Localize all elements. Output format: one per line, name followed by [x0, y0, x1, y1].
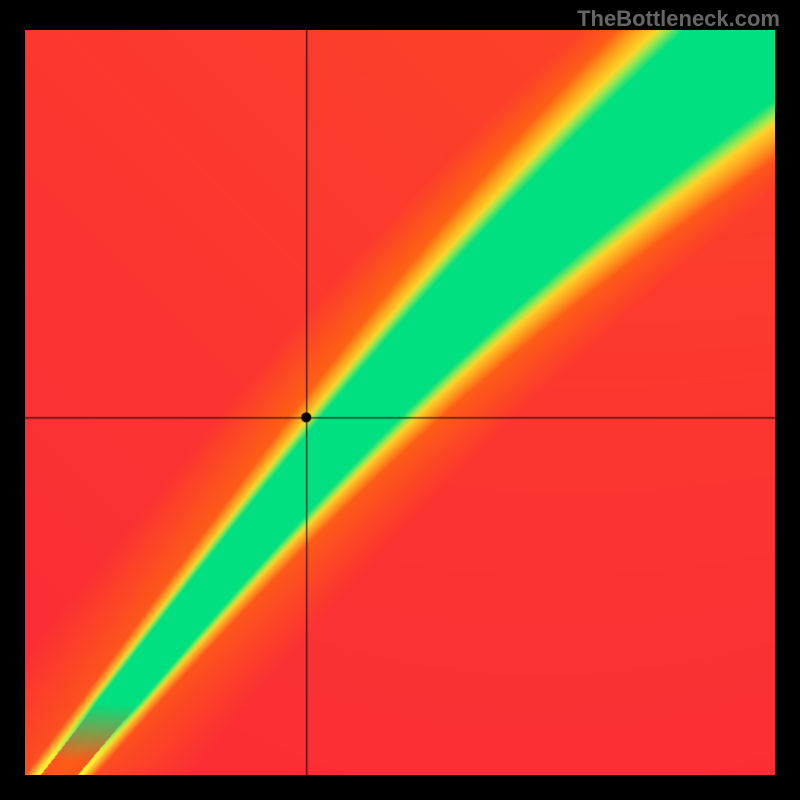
plot-area: [25, 30, 775, 775]
heatmap-canvas: [25, 30, 775, 775]
chart-container: TheBottleneck.com: [0, 0, 800, 800]
watermark-text: TheBottleneck.com: [577, 6, 780, 32]
